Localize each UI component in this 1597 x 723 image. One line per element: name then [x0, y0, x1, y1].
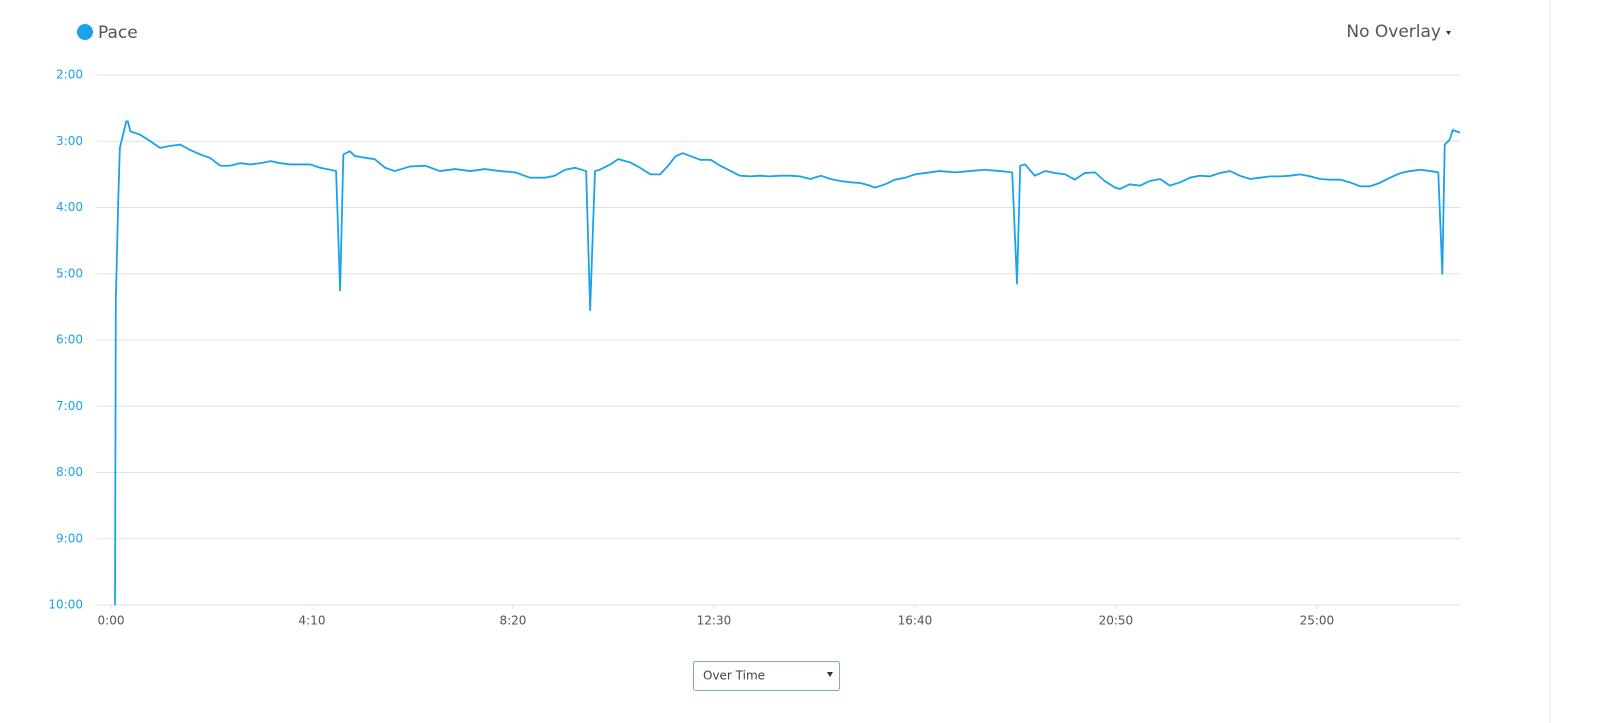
view-select[interactable]: Over Time: [693, 661, 840, 691]
select-box[interactable]: [693, 661, 840, 691]
y-tick-label: 9:00: [56, 531, 83, 545]
y-tick-label: 10:00: [48, 598, 83, 612]
select-label[interactable]: Over Time: [703, 669, 765, 683]
y-tick-label: 2:00: [56, 68, 83, 82]
y-tick-label: 5:00: [56, 266, 83, 280]
x-tick-label: 20:50: [1099, 614, 1134, 628]
overlay-label[interactable]: No Overlay: [1346, 22, 1441, 42]
legend-label[interactable]: Pace: [98, 23, 138, 43]
overlay-dropdown[interactable]: No Overlay: [1346, 22, 1451, 42]
x-tick-label: 0:00: [98, 614, 125, 628]
x-tick-label: 16:40: [898, 614, 933, 628]
x-tick-label: 25:00: [1300, 614, 1335, 628]
x-tick-label: 12:30: [697, 614, 732, 628]
x-tick-label: 4:10: [299, 614, 326, 628]
y-tick-label: 4:00: [56, 200, 83, 214]
dropdown-arrow: [1446, 31, 1451, 35]
x-tick-label: 8:20: [499, 614, 526, 628]
select-arrow: [827, 672, 833, 677]
y-tick-label: 6:00: [56, 333, 83, 347]
y-tick-label: 3:00: [56, 134, 83, 148]
legend-swatch: [77, 24, 93, 40]
y-tick-label: 8:00: [56, 465, 83, 479]
pace-line: [114, 120, 1461, 606]
y-tick-label: 7:00: [56, 399, 83, 413]
